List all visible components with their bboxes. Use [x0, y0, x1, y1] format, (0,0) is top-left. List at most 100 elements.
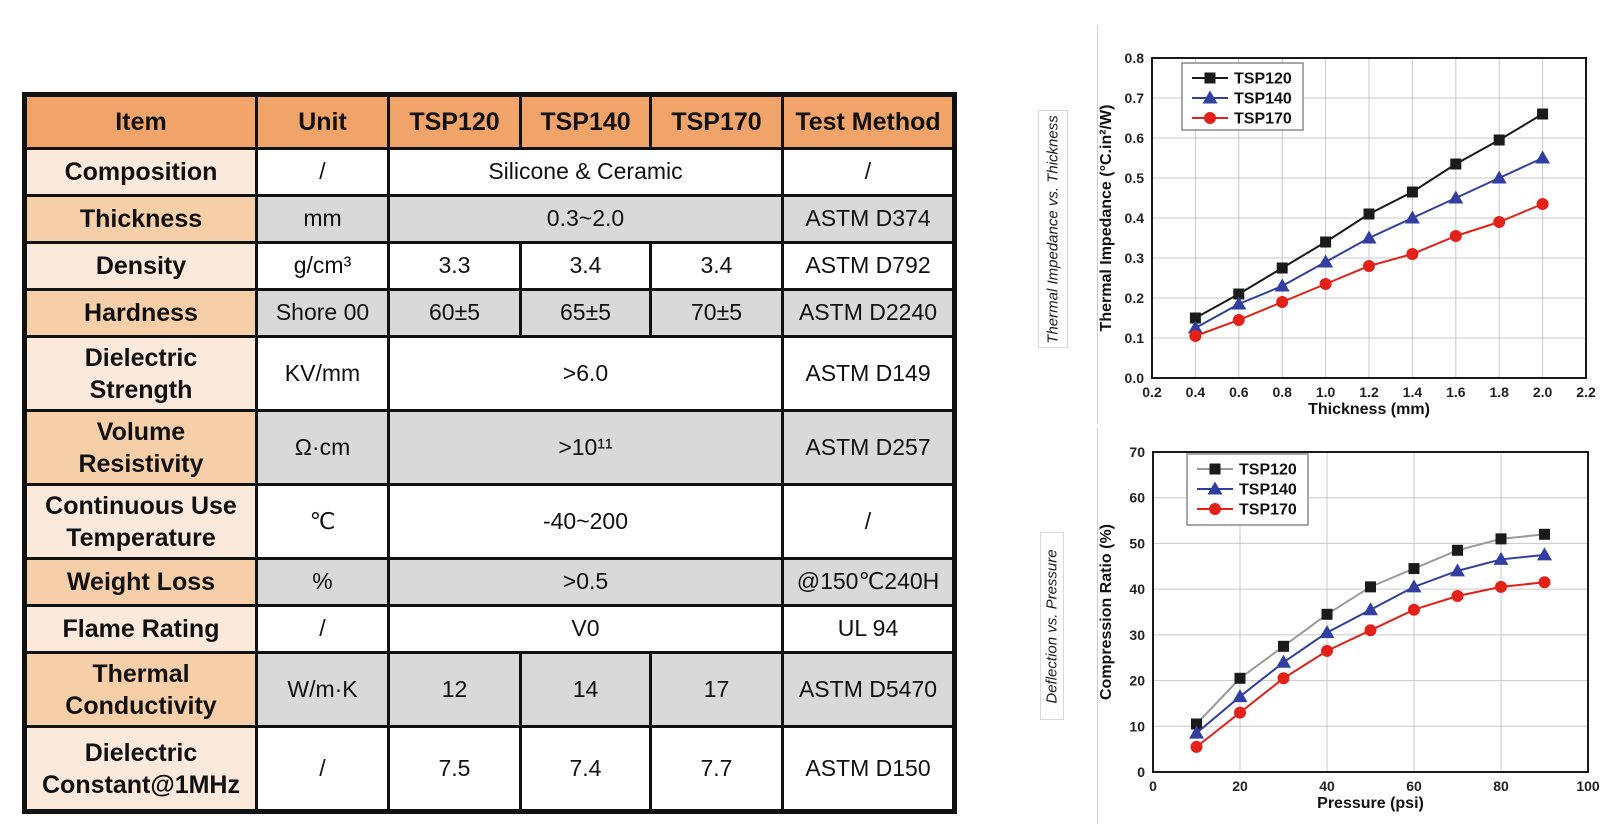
column-header-unit: Unit [255, 93, 390, 150]
cell-unit: KV/mm [255, 335, 390, 412]
cell-value: 7.4 [519, 725, 652, 813]
thermal-chart-side-label: Thermal Impedance vs. Thickness [1038, 110, 1068, 348]
cell-value: 3.4 [519, 241, 652, 291]
spec-table-body: Composition / Silicone & Ceramic / Thickness… [23, 147, 956, 813]
column-header-item: Item [23, 93, 258, 150]
cell-test-method: ASTM D149 [781, 335, 956, 412]
cell-item: Thermal Conductivity [23, 651, 258, 728]
cell-test-method: ASTM D2240 [781, 288, 956, 338]
table-row: Continuous Use Temperature ℃ -40~200/ [23, 483, 956, 560]
tick-labels: 0.2 0.4 0.6 0.8 1.0 1.2 1.4 1.6 1.8 2.0 2.2 0.0 0.1 0… [1125, 50, 1596, 400]
deflection-chart-panel: 0 20 40 60 80 100 0 10 20 30 40 50 60 70 Pressure (psi… [1097, 428, 1611, 824]
cell-test-method: / [781, 147, 956, 197]
legend-label: TSP170 [1234, 111, 1292, 128]
svg-text:60: 60 [1406, 778, 1422, 794]
table-row: Dielectric Constant@1MHz/7.5 7.4 7.7 ASTM D… [23, 725, 956, 813]
svg-text:0.5: 0.5 [1125, 170, 1145, 186]
cell-unit: Shore 00 [255, 288, 390, 338]
svg-text:1.0: 1.0 [1316, 384, 1336, 400]
svg-text:50: 50 [1129, 535, 1145, 551]
cell-item: Density [23, 241, 258, 291]
cell-unit: mm [255, 194, 390, 244]
svg-text:100: 100 [1576, 778, 1600, 794]
legend-label: TSP170 [1239, 502, 1297, 519]
svg-text:40: 40 [1129, 581, 1145, 597]
cell-value: 14 [519, 651, 652, 728]
cell-value: 3.4 [649, 241, 784, 291]
svg-text:0.7: 0.7 [1125, 90, 1145, 106]
svg-text:0.2: 0.2 [1142, 384, 1162, 400]
legend-label: TSP140 [1234, 91, 1292, 108]
svg-text:1.6: 1.6 [1446, 384, 1466, 400]
svg-text:0: 0 [1137, 764, 1145, 780]
table-row: Density g/cm³ 3.3 3.4 3.4 ASTM D792 [23, 241, 956, 291]
cell-item: Flame Rating [23, 604, 258, 654]
cell-test-method: ASTM D150 [781, 725, 956, 813]
table-row: Thermal Conductivity W/m·K 12 14 17 ASTM D547… [23, 651, 956, 728]
plot-border [1151, 57, 1587, 379]
table-row: Volume Resistivity Ω·cm >10¹¹ ASTM D257 [23, 409, 956, 486]
cell-value-span: -40~200 [387, 483, 784, 560]
svg-text:10: 10 [1129, 718, 1145, 734]
legend-label: TSP120 [1234, 71, 1292, 88]
table-row: Hardness Shore 00 60±5 65±5 70±5 ASTM D2240 [23, 288, 956, 338]
table-header-row: Item Unit TSP120 TSP140 TSP170 Test Meth… [23, 93, 956, 150]
svg-text:1.4: 1.4 [1403, 384, 1423, 400]
cell-unit: g/cm³ [255, 241, 390, 291]
cell-value-span: 0.3~2.0 [387, 194, 784, 244]
x-axis-title: Thickness (mm) [1308, 401, 1430, 418]
cell-test-method: ASTM D5470 [781, 651, 956, 728]
cell-value: 12 [387, 651, 522, 728]
deflection-chart: 0 20 40 60 80 100 0 10 20 30 40 50 60 70 Pressure (psi… [1097, 428, 1611, 824]
table-row: Composition / Silicone & Ceramic / [23, 147, 956, 197]
cell-item: Dielectric Strength [23, 335, 258, 412]
svg-text:0.4: 0.4 [1186, 384, 1206, 400]
cell-value-span: >10¹¹ [387, 409, 784, 486]
svg-text:0.2: 0.2 [1125, 290, 1145, 306]
svg-text:30: 30 [1129, 627, 1145, 643]
cell-test-method: ASTM D374 [781, 194, 956, 244]
legend: TSP120 TSP140 TSP170 [1186, 453, 1309, 526]
svg-text:40: 40 [1319, 778, 1335, 794]
cell-unit: / [255, 604, 390, 654]
svg-text:0.6: 0.6 [1229, 384, 1249, 400]
cell-unit: Ω·cm [255, 409, 390, 486]
svg-text:0.6: 0.6 [1125, 130, 1145, 146]
cell-value: 70±5 [649, 288, 784, 338]
cell-value: 65±5 [519, 288, 652, 338]
cell-value: 60±5 [387, 288, 522, 338]
cell-value: 17 [649, 651, 784, 728]
svg-text:2.0: 2.0 [1533, 384, 1553, 400]
cell-unit: / [255, 147, 390, 197]
legend-label: TSP120 [1239, 462, 1297, 479]
column-header-tsp120: TSP120 [387, 93, 522, 150]
cell-unit: % [255, 557, 390, 607]
cell-value-span: >6.0 [387, 335, 784, 412]
svg-text:0.1: 0.1 [1125, 330, 1145, 346]
svg-text:0.4: 0.4 [1125, 210, 1145, 226]
svg-text:80: 80 [1493, 778, 1509, 794]
cell-item: Hardness [23, 288, 258, 338]
svg-text:70: 70 [1129, 444, 1145, 460]
svg-text:2.2: 2.2 [1576, 384, 1596, 400]
series-TSP120 [1191, 528, 1550, 730]
column-header-test-method: Test Method [781, 93, 956, 150]
cell-value: 3.3 [387, 241, 522, 291]
table-row: Thickness mm 0.3~2.0 ASTM D374 [23, 194, 956, 244]
series-TSP170 [1189, 198, 1549, 342]
legend: TSP120 TSP140 TSP170 [1181, 62, 1304, 131]
cell-unit: W/m·K [255, 651, 390, 728]
spec-table: Item Unit TSP120 TSP140 TSP170 Test Meth… [22, 92, 957, 814]
cell-value-span: Silicone & Ceramic [387, 147, 784, 197]
series-TSP170 [1190, 576, 1551, 753]
cell-item: Volume Resistivity [23, 409, 258, 486]
y-axis-title: Thermal Impedance (°C.in²/W) [1098, 105, 1115, 332]
cell-value: 7.5 [387, 725, 522, 813]
cell-value: 7.7 [649, 725, 784, 813]
series-TSP140 [1189, 547, 1552, 739]
svg-text:20: 20 [1232, 778, 1248, 794]
legend-label: TSP140 [1239, 482, 1297, 499]
deflection-chart-side-label-text: Deflection vs. Pressure [1043, 548, 1061, 704]
cell-value-span: >0.5 [387, 557, 784, 607]
table-row: Weight Loss% >0.5 @150℃240H [23, 557, 956, 607]
